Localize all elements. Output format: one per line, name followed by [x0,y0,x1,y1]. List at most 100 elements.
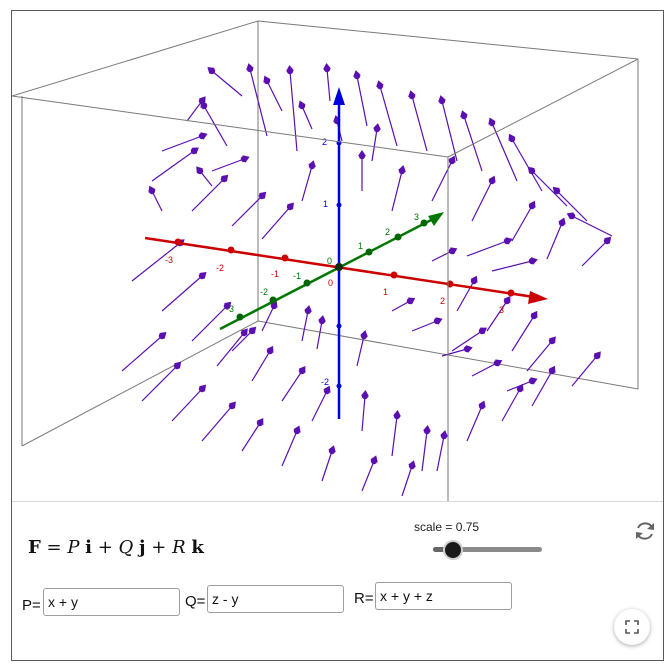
vector-arrow-shaft [191,178,225,212]
vector-arrow-shaft [301,105,313,130]
vector-arrow-shaft [301,165,313,202]
vector-arrow-shaft [151,150,195,182]
vector-arrow-shaft [501,388,521,422]
vector-arrow-shaft [571,355,598,387]
vector-arrow-tip [353,72,361,80]
vector-arrow-tip [393,412,401,420]
reset-icon [636,522,654,540]
z-tick-label: 2 [322,137,327,147]
applet-frame: -3 -2 -1 0 1 2 3 -3 -2 -1 0 1 2 3 -2 1 2 [11,10,664,661]
vector-arrow-shaft [456,280,475,312]
vector-arrow-shaft [171,388,203,422]
vector-arrow-shaft [431,160,453,202]
reset-button[interactable] [633,519,657,543]
vector-arrow-tip [304,307,312,315]
vector-arrow-shaft [581,240,608,267]
vector-arrow-tip [398,167,406,175]
vector-arrow-shaft [511,205,533,242]
vector-arrow-shaft [301,310,309,342]
x-axis-arrowhead [528,291,548,304]
vector-arrow-shaft [486,300,508,332]
vector-arrow-shaft [131,242,181,282]
p-label: P= [22,597,41,614]
vector-arrow-shaft [161,275,203,312]
vector-arrow-tip [318,317,326,325]
vector-arrow-tip [438,97,446,105]
y-tick-label: -3 [226,304,234,314]
vector-arrow-tip [478,327,486,335]
vector-arrow-shaft [266,80,283,112]
vector-arrow-shaft [436,435,445,472]
field-formula: F = P i + Q j + R k [28,537,204,558]
formula-F: F [28,537,41,558]
vector-arrow-tip [516,385,524,393]
formula-k: k [191,537,204,558]
vector-arrow-shaft [491,122,518,182]
q-label: Q= [185,593,206,610]
vector-arrow-shaft [471,180,493,222]
vector-arrow-tip [508,135,516,143]
vector-arrow-shaft [151,190,163,212]
vector-arrow-tip [478,402,486,410]
origin-point [335,263,343,271]
vector-arrow-tip [433,317,441,325]
bounding-box-front [12,58,639,501]
vector-arrow-tip [360,332,368,340]
vector-arrow-shaft [231,195,263,227]
vector-arrow-shaft [199,170,213,187]
vector-arrow-tip [503,297,511,305]
vector-arrow-tip [408,92,416,100]
slider-track[interactable] [433,547,542,552]
vector-arrow-tip [408,462,416,470]
vector-arrow-shaft [251,350,271,382]
vector-arrow-tip [270,302,278,310]
vector-arrow-tip [248,327,256,335]
vector-arrow-tip [246,65,254,73]
r-label: R= [354,590,374,607]
slider-fill [433,547,453,552]
y-tick-label: 0 [327,256,332,266]
vector-arrow-shaft [556,190,588,222]
x-tick-label: 3 [499,305,504,315]
vector-arrow-tip [528,167,536,175]
3d-graphics-view[interactable]: -3 -2 -1 0 1 2 3 -3 -2 -1 0 1 2 3 -2 1 2 [12,11,663,501]
slider-thumb[interactable] [444,542,461,558]
vector-arrow-tip [493,359,501,367]
vector-arrow-shaft [141,365,178,402]
vector-arrow-tip [406,297,414,305]
vector-arrow-shaft [379,85,398,147]
vector-arrow-shaft [546,222,563,260]
vector-arrow-tip [208,67,216,75]
vector-arrow-shaft [161,135,203,152]
z-tick-label: -2 [321,377,329,387]
vector-arrow-tip [263,77,271,85]
scale-slider[interactable] [433,542,542,558]
fullscreen-button[interactable] [614,609,650,645]
vector-arrow-shaft [391,415,398,457]
q-input[interactable] [207,585,344,613]
vector-arrow-tip [361,392,369,400]
vector-arrow-shaft [401,465,413,497]
vector-arrow-shaft [463,115,483,172]
vector-arrow-shaft [261,206,291,240]
p-input[interactable] [43,588,180,616]
x-tick-label: 1 [383,287,388,297]
formula-j: j [139,537,146,558]
vector-arrow-shaft [356,75,368,127]
vector-arrow-shaft [211,158,245,172]
r-input[interactable] [375,582,512,610]
vector-arrow-shaft [511,138,543,192]
panel-divider [12,501,663,502]
vector-arrow-shaft [201,405,233,442]
vector-arrow-shaft [531,370,553,407]
vector-arrow-tip [488,119,496,127]
vector-arrow-shaft [361,460,375,492]
vector-arrow-tip [200,102,208,110]
vector-arrow-tip [376,82,384,90]
vector-arrow-shaft [321,450,333,482]
formula-P: P [67,537,80,558]
3d-scene[interactable]: -3 -2 -1 0 1 2 3 -3 -2 -1 0 1 2 3 -2 1 2 [12,11,663,501]
vector-arrow-tip [323,387,331,395]
formula-i: i [85,537,93,558]
fullscreen-icon [625,620,639,634]
